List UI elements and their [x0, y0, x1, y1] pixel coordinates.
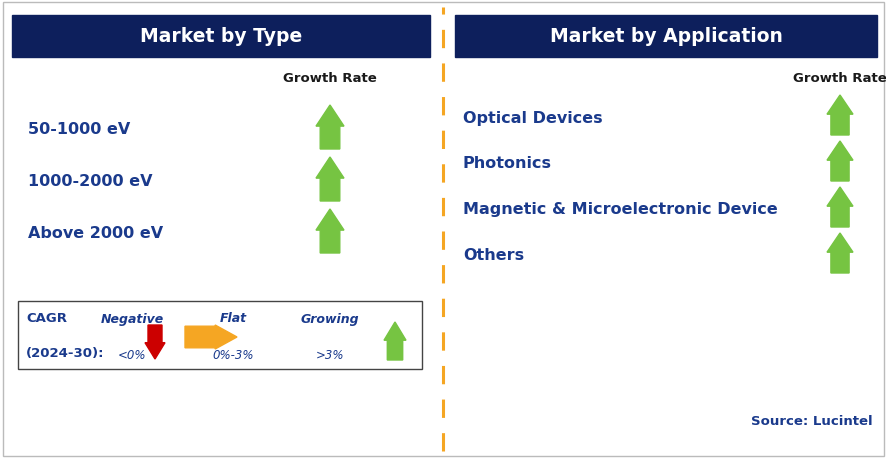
Text: Market by Application: Market by Application	[549, 28, 781, 46]
Text: Negative: Negative	[100, 312, 163, 325]
Text: Growing: Growing	[300, 312, 359, 325]
FancyBboxPatch shape	[18, 302, 422, 369]
Text: 50-1000 eV: 50-1000 eV	[28, 122, 130, 137]
Text: 0%-3%: 0%-3%	[212, 349, 253, 362]
FancyBboxPatch shape	[455, 16, 876, 58]
Polygon shape	[826, 96, 852, 136]
Text: >3%: >3%	[315, 349, 344, 362]
Polygon shape	[826, 234, 852, 274]
Text: Source: Lucintel: Source: Lucintel	[750, 414, 872, 428]
Text: Photonics: Photonics	[462, 156, 551, 171]
Polygon shape	[144, 325, 165, 359]
Polygon shape	[826, 142, 852, 182]
Polygon shape	[315, 106, 344, 150]
Text: 1000-2000 eV: 1000-2000 eV	[28, 174, 152, 189]
Text: Above 2000 eV: Above 2000 eV	[28, 226, 163, 241]
Text: CAGR: CAGR	[26, 312, 67, 325]
Polygon shape	[185, 325, 237, 349]
Polygon shape	[315, 210, 344, 253]
Polygon shape	[826, 188, 852, 228]
Polygon shape	[315, 157, 344, 202]
Text: Flat: Flat	[219, 312, 246, 325]
Text: Others: Others	[462, 248, 524, 263]
Text: Optical Devices: Optical Devices	[462, 110, 602, 125]
Text: Growth Rate: Growth Rate	[283, 71, 377, 84]
Text: Growth Rate: Growth Rate	[792, 71, 886, 84]
FancyBboxPatch shape	[12, 16, 430, 58]
Text: Market by Type: Market by Type	[140, 28, 302, 46]
Text: <0%: <0%	[118, 349, 146, 362]
Text: (2024-30):: (2024-30):	[26, 347, 105, 360]
Polygon shape	[384, 322, 406, 360]
Text: Magnetic & Microelectronic Device: Magnetic & Microelectronic Device	[462, 202, 777, 217]
